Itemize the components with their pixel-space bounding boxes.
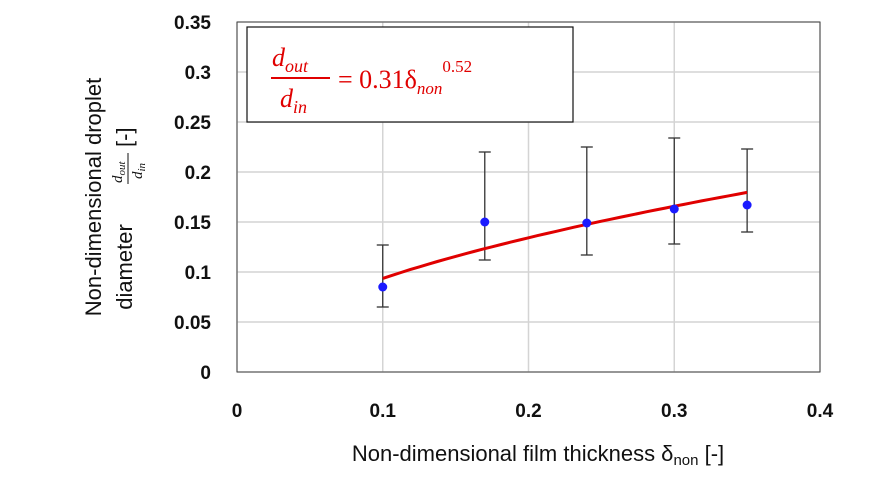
x-tick-label: 0.3 [661,401,687,422]
y-tick-label: 0.25 [174,113,211,134]
y-tick-label: 0.3 [185,63,211,84]
fit-curve [382,190,748,280]
data-point [480,217,490,227]
y-tick-label: 0.1 [185,263,212,284]
x-tick-labels: 0 0.1 0.2 0.3 0.4 [232,401,834,422]
y-axis-frac-num: dout [110,161,128,184]
data-point [582,218,592,228]
error-bars [376,137,754,308]
data-point [669,204,679,214]
x-tick-label: 0 [232,401,243,422]
y-tick-label: 0.15 [174,213,211,234]
x-tick-label: 0.1 [370,401,397,422]
data-point [378,282,388,292]
x-tick-label: 0.2 [515,401,541,422]
x-tick-label: 0.4 [807,401,834,422]
y-tick-label: 0.35 [174,13,211,34]
y-tick-labels: 0 0.05 0.1 0.15 0.2 0.25 0.3 0.35 [174,13,211,384]
y-axis-frac-den: din [130,162,148,179]
equation-rhs: = 0.31δnon0.52 [338,57,472,98]
equation-box: dout din = 0.31δnon0.52 [246,26,574,123]
plot-area-border [236,21,821,373]
x-axis-title: Non-dimensional film thickness δnon [-] [352,441,724,469]
y-tick-label: 0.05 [174,313,211,334]
y-axis-title-line1: Non-dimensional droplet [81,78,106,316]
y-tick-label: 0.2 [185,163,211,184]
y-axis-title: Non-dimensional droplet diameter dout di… [81,78,148,316]
equation-denominator: din [280,84,307,117]
y-tick-label: 0 [200,363,211,384]
y-axis-title-unit: [-] [112,127,137,147]
equation-numerator: dout [272,43,309,76]
data-point [742,200,752,210]
y-axis-title-line2: diameter [112,224,137,310]
data-points [378,200,752,292]
